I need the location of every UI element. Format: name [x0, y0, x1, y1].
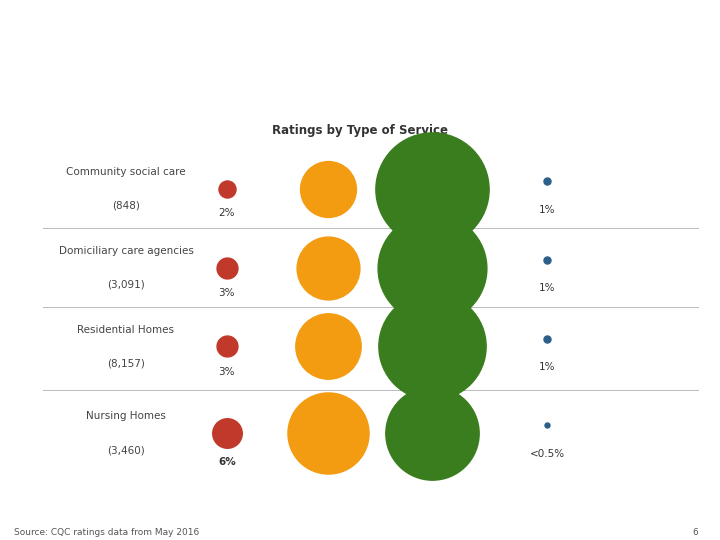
Text: (8,157): (8,157) — [107, 359, 145, 368]
Point — [322, 264, 333, 272]
Text: 2%: 2% — [219, 207, 235, 218]
Point — [426, 185, 438, 193]
Text: Ratings by Type of Service: Ratings by Type of Service — [272, 124, 448, 137]
Text: 19%: 19% — [314, 184, 341, 194]
Point — [221, 185, 233, 193]
Point — [426, 264, 438, 272]
Text: 1%: 1% — [539, 205, 555, 214]
Text: 40%: 40% — [315, 428, 341, 438]
Text: 3%: 3% — [219, 288, 235, 298]
Text: CareQuality: CareQuality — [536, 36, 634, 51]
Text: type: type — [18, 76, 74, 96]
Point — [541, 334, 553, 343]
Text: Commission: Commission — [536, 68, 636, 83]
Text: 6: 6 — [693, 528, 698, 537]
Text: 53%: 53% — [419, 428, 445, 438]
Text: Current overall ratings by service: Current overall ratings by service — [18, 30, 441, 50]
Point — [426, 342, 438, 351]
Text: 24%: 24% — [314, 262, 341, 273]
Text: 1%: 1% — [539, 284, 555, 293]
Point — [541, 255, 553, 264]
Point — [322, 342, 333, 351]
Text: Domiciliary care agencies: Domiciliary care agencies — [58, 246, 194, 256]
Text: 6%: 6% — [218, 457, 235, 467]
Text: Residential Homes: Residential Homes — [78, 325, 174, 335]
Text: Community social care: Community social care — [66, 167, 186, 177]
Text: 70%: 70% — [419, 341, 445, 352]
Point — [221, 429, 233, 437]
Text: 72%: 72% — [419, 262, 445, 273]
Point — [221, 264, 233, 272]
Text: (3,091): (3,091) — [107, 280, 145, 289]
Point — [541, 177, 553, 185]
Text: 78%: 78% — [419, 184, 445, 194]
Text: <0.5%: <0.5% — [530, 449, 564, 459]
Point — [221, 342, 233, 351]
Text: 1%: 1% — [539, 362, 555, 372]
Point — [322, 429, 333, 437]
Text: Nursing Homes: Nursing Homes — [86, 411, 166, 421]
Point — [426, 429, 438, 437]
Text: 3%: 3% — [219, 367, 235, 377]
Text: (848): (848) — [112, 201, 140, 211]
Point — [541, 421, 553, 430]
Text: (3,460): (3,460) — [107, 445, 145, 455]
Text: 26%: 26% — [314, 341, 341, 352]
Point — [322, 185, 333, 193]
Text: Source: CQC ratings data from May 2016: Source: CQC ratings data from May 2016 — [14, 528, 199, 537]
